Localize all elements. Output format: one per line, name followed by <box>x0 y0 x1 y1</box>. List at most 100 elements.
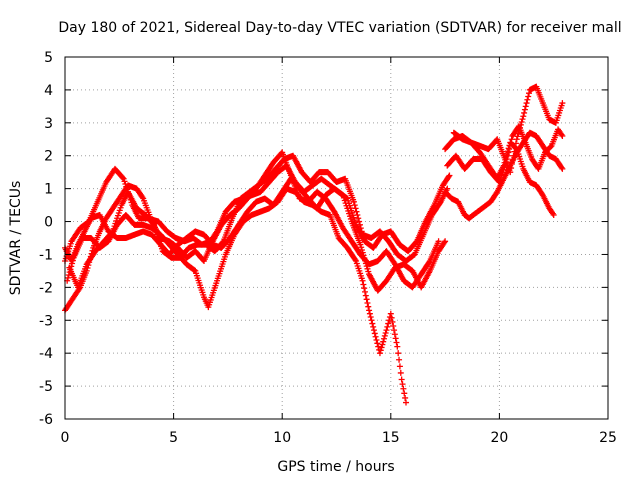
data-point <box>369 320 376 327</box>
data-point <box>445 173 452 180</box>
series-track-9 <box>66 152 451 291</box>
data-point <box>360 252 367 259</box>
data-point <box>388 314 395 321</box>
y-tick-label: 1 <box>44 182 53 198</box>
data-point <box>391 327 398 334</box>
data-point <box>442 238 449 245</box>
data-point <box>521 109 528 116</box>
data-point <box>378 344 385 351</box>
data-point <box>441 239 448 246</box>
data-point <box>399 381 406 388</box>
data-point <box>502 156 509 163</box>
data-point <box>353 208 360 215</box>
data-point <box>352 256 359 263</box>
data-point <box>514 133 521 140</box>
axis-ticks: 0 5 10 15 20 25 -6 -5 -4 -3 -2 -1 0 1 2 3 4 5 <box>39 50 617 446</box>
data-point <box>381 335 388 342</box>
data-point <box>365 268 372 275</box>
data-point <box>444 185 451 192</box>
data-point <box>383 327 390 334</box>
data-point <box>387 310 394 317</box>
data-point <box>358 246 365 253</box>
data-point <box>381 332 388 339</box>
data-point <box>395 350 402 357</box>
data-point <box>524 96 531 103</box>
data-point <box>376 350 383 357</box>
x-tick-label: 20 <box>490 430 508 446</box>
data-point <box>400 385 407 392</box>
data-point <box>364 299 371 306</box>
data-point <box>362 288 369 295</box>
data-point <box>390 323 397 330</box>
data-point <box>354 211 361 218</box>
data-point <box>394 343 401 350</box>
data-point <box>559 165 566 172</box>
y-axis-label: SDTVAR / TECUs <box>8 181 24 296</box>
data-point <box>69 260 76 267</box>
y-tick-label: 5 <box>44 50 53 66</box>
data-point <box>403 399 410 406</box>
data-point <box>550 211 557 218</box>
x-tick-label: 10 <box>273 430 291 446</box>
data-point <box>520 113 527 120</box>
x-tick-label: 15 <box>382 430 400 446</box>
data-point <box>69 257 76 264</box>
y-tick-label: 3 <box>44 116 53 132</box>
data-point <box>521 106 528 113</box>
y-tick-label: 0 <box>44 215 53 231</box>
data-point <box>396 363 403 370</box>
data-point <box>522 103 529 110</box>
data-point <box>364 265 371 272</box>
data-point <box>64 274 71 281</box>
data-point <box>523 100 530 107</box>
data-point <box>371 330 378 337</box>
y-tick-label: -6 <box>39 412 53 428</box>
x-axis-label: GPS time / hours <box>277 459 394 475</box>
data-point <box>119 174 126 181</box>
data-point <box>219 239 226 246</box>
data-point <box>366 307 373 314</box>
data-point <box>363 296 370 303</box>
data-point <box>435 238 442 245</box>
data-point <box>377 347 384 354</box>
data-points <box>62 83 566 406</box>
data-point <box>359 277 366 284</box>
y-tick-label: -2 <box>39 280 53 296</box>
data-point <box>398 376 405 383</box>
data-point <box>389 318 396 325</box>
data-point <box>446 172 453 179</box>
data-point <box>366 310 373 317</box>
x-tick-label: 0 <box>61 430 70 446</box>
data-point <box>559 132 566 139</box>
y-tick-label: -5 <box>39 379 53 395</box>
data-point <box>373 337 380 344</box>
data-point <box>500 162 507 169</box>
data-point <box>360 281 367 288</box>
y-tick-label: 4 <box>44 83 53 99</box>
data-point <box>357 241 364 248</box>
data-point <box>401 390 408 397</box>
data-point <box>361 285 368 292</box>
data-point <box>379 341 386 348</box>
data-point <box>368 317 375 324</box>
data-point <box>356 218 363 225</box>
data-point <box>139 194 146 201</box>
data-point <box>391 331 398 338</box>
data-point <box>108 229 115 236</box>
data-point <box>374 340 381 347</box>
data-point <box>519 116 526 123</box>
data-point <box>352 205 359 212</box>
y-tick-label: -4 <box>39 346 53 362</box>
data-point <box>362 292 369 299</box>
data-point <box>358 244 365 251</box>
data-point <box>350 198 357 205</box>
data-point <box>362 257 369 264</box>
data-point <box>392 335 399 342</box>
data-point <box>384 323 391 330</box>
data-point <box>362 260 369 267</box>
data-point <box>370 327 377 334</box>
chart-title: Day 180 of 2021, Sidereal Day-to-day VTE… <box>58 20 621 36</box>
data-point <box>363 263 370 270</box>
data-point <box>393 339 400 346</box>
